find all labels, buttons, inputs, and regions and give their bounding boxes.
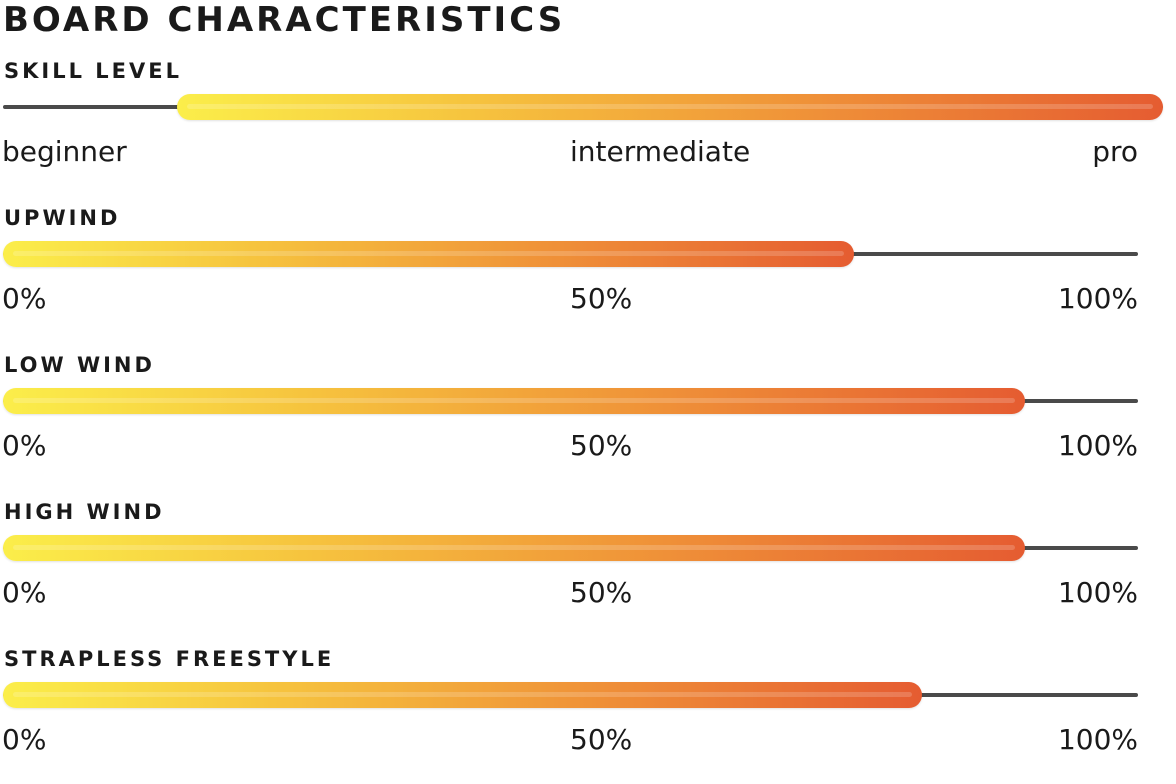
scale-label-middle: 50%	[570, 429, 633, 462]
track-fill	[3, 241, 855, 267]
rating-track	[3, 241, 1138, 267]
rating-label: LOW WIND	[4, 353, 155, 377]
rating-track	[3, 94, 1163, 120]
rating-strapless-freestyle: STRAPLESS FREESTYLE 0% 50% 100%	[0, 646, 1176, 776]
rating-label: HIGH WIND	[4, 500, 165, 524]
scale-label-right: 100%	[1057, 576, 1138, 609]
scale-label-left: beginner	[2, 135, 127, 168]
rating-low-wind: LOW WIND 0% 50% 100%	[0, 352, 1176, 482]
scale-label-right: pro	[1092, 135, 1138, 168]
scale-label-right: 100%	[1057, 723, 1138, 756]
track-fill	[3, 535, 1025, 561]
rating-upwind: UPWIND 0% 50% 100%	[0, 205, 1176, 335]
rating-skill-level: SKILL LEVEL beginner intermediate pro	[0, 58, 1176, 188]
scale-label-middle: 50%	[570, 723, 633, 756]
scale-label-left: 0%	[2, 576, 47, 609]
scale-label-left: 0%	[2, 429, 47, 462]
scale-label-middle: intermediate	[570, 135, 751, 168]
track-fill	[177, 94, 1163, 120]
page-title: BOARD CHARACTERISTICS	[3, 0, 566, 40]
rating-label: SKILL LEVEL	[4, 59, 182, 83]
scale-label-middle: 50%	[570, 576, 633, 609]
track-fill	[3, 388, 1025, 414]
track-fill	[3, 682, 923, 708]
rating-high-wind: HIGH WIND 0% 50% 100%	[0, 499, 1176, 629]
scale-label-right: 100%	[1057, 282, 1138, 315]
scale-label-right: 100%	[1057, 429, 1138, 462]
rating-track	[3, 682, 1138, 708]
rating-label: STRAPLESS FREESTYLE	[4, 647, 335, 671]
scale-label-middle: 50%	[570, 282, 633, 315]
rating-track	[3, 535, 1138, 561]
scale-label-left: 0%	[2, 282, 47, 315]
rating-track	[3, 388, 1138, 414]
rating-label: UPWIND	[4, 206, 121, 230]
scale-label-left: 0%	[2, 723, 47, 756]
